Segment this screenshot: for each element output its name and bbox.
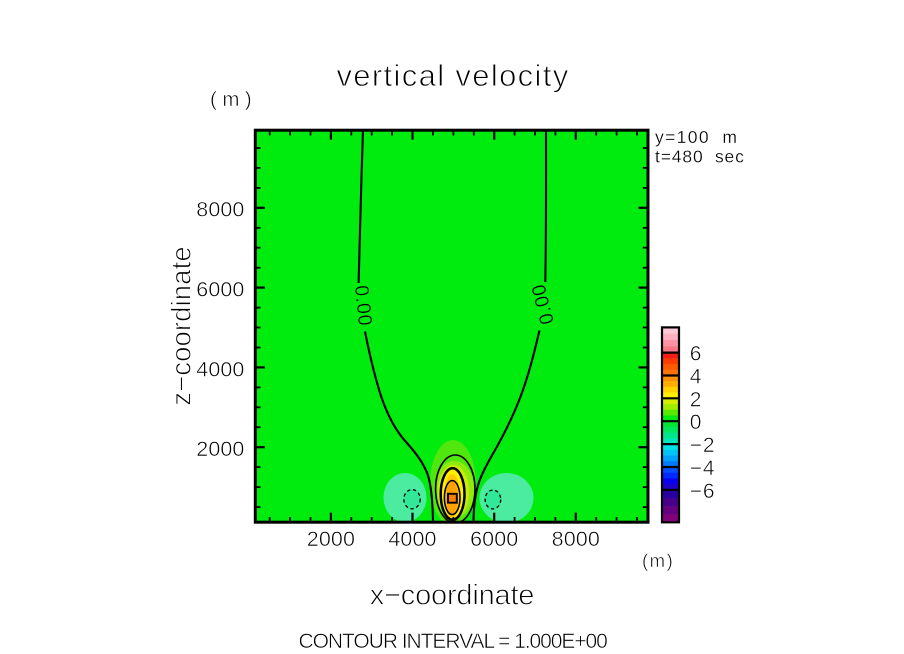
svg-text:x−coordinate: x−coordinate xyxy=(370,580,534,612)
svg-text:4000: 4000 xyxy=(388,527,436,551)
svg-text:0.00: 0.00 xyxy=(350,284,376,327)
svg-text:CONTOUR INTERVAL = 1.000E+00: CONTOUR INTERVAL = 1.000E+00 xyxy=(299,630,608,653)
svg-text:(m): (m) xyxy=(210,88,257,111)
svg-text:−2: −2 xyxy=(690,434,716,457)
svg-text:8000: 8000 xyxy=(196,198,244,222)
svg-text:4000: 4000 xyxy=(196,357,244,381)
svg-text:2: 2 xyxy=(690,388,702,411)
svg-text:−4: −4 xyxy=(690,457,716,480)
svg-text:(m): (m) xyxy=(642,550,674,571)
svg-text:6: 6 xyxy=(690,343,702,366)
svg-text:−6: −6 xyxy=(690,480,716,503)
svg-text:6000: 6000 xyxy=(470,527,518,551)
svg-text:vertical velocity: vertical velocity xyxy=(336,58,569,93)
svg-text:6000: 6000 xyxy=(196,278,244,302)
svg-text:t=480 sec: t=480 sec xyxy=(655,147,745,167)
svg-text:z−coordinate: z−coordinate xyxy=(166,246,197,405)
svg-text:0: 0 xyxy=(690,411,702,434)
svg-text:2000: 2000 xyxy=(196,437,244,461)
svg-text:2000: 2000 xyxy=(307,527,355,551)
svg-text:8000: 8000 xyxy=(552,527,600,551)
svg-text:y=100 m: y=100 m xyxy=(655,127,738,147)
svg-text:4: 4 xyxy=(690,366,702,389)
